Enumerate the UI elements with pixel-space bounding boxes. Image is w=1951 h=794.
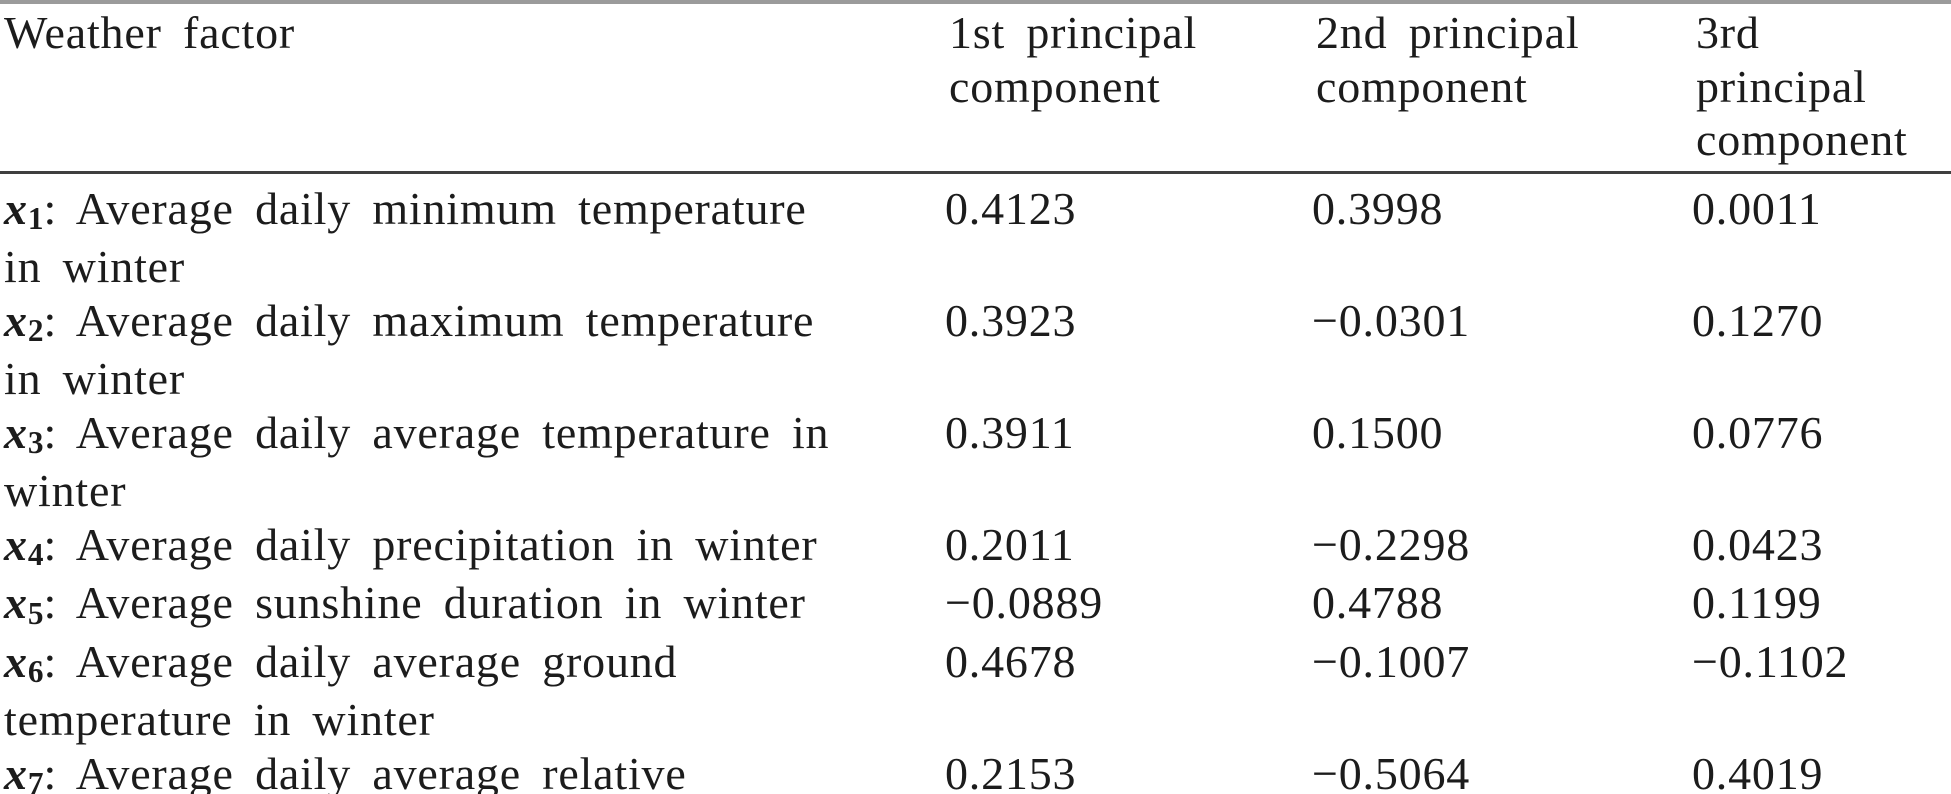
- pc2-value: 0.4788: [1312, 577, 1444, 628]
- pc1-value: 0.4678: [945, 635, 1077, 687]
- variable-subscript: 5: [27, 595, 44, 631]
- pc3-value: −0.1102: [1692, 635, 1849, 687]
- table-top-rule: [0, 0, 1951, 4]
- pc3-value: 0.1270: [1692, 294, 1824, 346]
- table-row: x6: Average daily average ground tempera…: [0, 635, 1951, 747]
- factor-cell: x7: Average daily average relative humid…: [0, 747, 945, 794]
- factor-description: Average sunshine duration in winter: [75, 577, 806, 628]
- table-row: x3: Average daily average temperature in…: [0, 406, 1951, 518]
- table-row: x7: Average daily average relative humid…: [0, 747, 1951, 794]
- factor-cell: x1: Average daily minimum temperature in…: [0, 182, 945, 294]
- pc1-value: −0.0889: [945, 577, 1104, 628]
- pc1-value: 0.2153: [945, 747, 1077, 794]
- variable-separator: :: [43, 635, 76, 687]
- pc3-value: 0.0011: [1692, 182, 1822, 234]
- pc2-value: −0.1007: [1312, 635, 1471, 687]
- pc3-value: 0.0423: [1692, 518, 1824, 570]
- variable-symbol: x: [4, 182, 28, 234]
- factor-description: Average daily precipitation in winter: [75, 518, 818, 570]
- pc2-value: 0.3998: [1312, 182, 1444, 234]
- header-pc3: 3rd principal component: [1696, 7, 1908, 165]
- variable-symbol: x: [4, 406, 28, 458]
- header-weather-factor: Weather factor: [4, 7, 296, 58]
- variable-symbol: x: [4, 518, 28, 570]
- table-header-rule: [0, 170, 1951, 174]
- factor-description: Average daily average temperature in win…: [4, 406, 830, 517]
- factor-description: Average daily average relative humidity …: [75, 747, 687, 794]
- variable-subscript: 3: [27, 425, 44, 461]
- header-pc1: 1st principal component: [949, 7, 1198, 112]
- variable-separator: :: [43, 577, 76, 628]
- variable-subscript: 6: [27, 654, 44, 690]
- variable-subscript: 7: [27, 766, 44, 794]
- table-body: x1: Average daily minimum temperature in…: [0, 174, 1951, 794]
- variable-subscript: 2: [27, 313, 44, 349]
- variable-symbol: x: [4, 294, 28, 346]
- factor-cell: x3: Average daily average temperature in…: [0, 406, 945, 518]
- table-row: x1: Average daily minimum temperature in…: [0, 182, 1951, 294]
- factor-description: Average daily maximum temperature in win…: [4, 294, 815, 405]
- pc2-value: −0.5064: [1312, 747, 1471, 794]
- pc1-value: 0.2011: [945, 518, 1075, 570]
- table-row: x4: Average daily precipitation in winte…: [0, 518, 1951, 577]
- factor-description: Average daily minimum temperature in win…: [4, 182, 807, 293]
- factor-cell: x2: Average daily maximum temperature in…: [0, 294, 945, 406]
- variable-symbol: x: [4, 747, 28, 794]
- variable-separator: :: [43, 747, 76, 794]
- table-header-row: Weather factor 1st principal component 2…: [0, 4, 1951, 167]
- pc1-value: 0.3923: [945, 294, 1077, 346]
- variable-subscript: 4: [27, 537, 44, 573]
- factor-cell: x4: Average daily precipitation in winte…: [0, 518, 945, 577]
- table-row: x5: Average sunshine duration in winter …: [0, 576, 1951, 635]
- variable-subscript: 1: [27, 201, 44, 237]
- factor-cell: x5: Average sunshine duration in winter: [0, 576, 945, 635]
- pc2-value: −0.0301: [1312, 294, 1471, 346]
- variable-separator: :: [43, 182, 76, 234]
- pc2-value: −0.2298: [1312, 518, 1471, 570]
- variable-separator: :: [43, 518, 76, 570]
- pc3-value: 0.0776: [1692, 406, 1824, 458]
- header-pc2: 2nd principal component: [1316, 7, 1580, 112]
- pc1-value: 0.3911: [945, 406, 1075, 458]
- variable-separator: :: [43, 294, 76, 346]
- factor-cell: x6: Average daily average ground tempera…: [0, 635, 945, 747]
- pc2-value: 0.1500: [1312, 406, 1444, 458]
- variable-symbol: x: [4, 577, 28, 628]
- pc3-value: 0.4019: [1692, 747, 1824, 794]
- pc3-value: 0.1199: [1692, 577, 1822, 628]
- pc1-value: 0.4123: [945, 182, 1077, 234]
- table-row: x2: Average daily maximum temperature in…: [0, 294, 1951, 406]
- variable-separator: :: [43, 406, 76, 458]
- factor-description: Average daily average ground temperature…: [4, 635, 678, 746]
- variable-symbol: x: [4, 635, 28, 687]
